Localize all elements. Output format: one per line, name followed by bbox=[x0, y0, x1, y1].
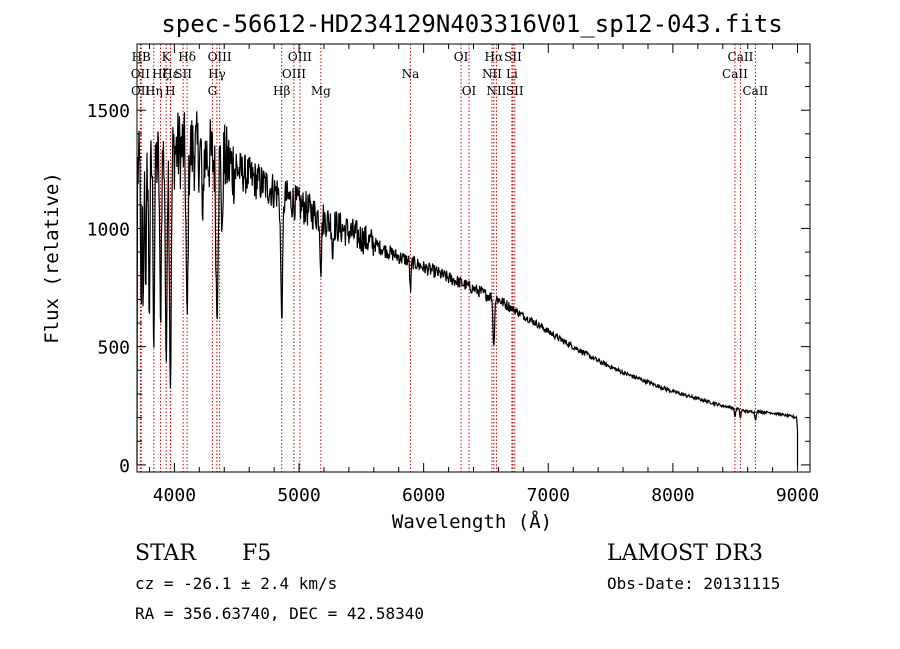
spectral-line-label: SII bbox=[506, 84, 524, 98]
x-tick-label: 8000 bbox=[651, 485, 694, 506]
y-axis-label: Flux (relative) bbox=[41, 172, 63, 344]
spectrum-line bbox=[136, 111, 799, 465]
spectral-line-label: Na bbox=[402, 67, 420, 81]
spectral-line-label: Hγ bbox=[208, 67, 226, 81]
spectral-line-label: NII bbox=[486, 84, 506, 98]
spectral-line-label: Mg bbox=[311, 84, 331, 98]
coordinates: RA = 356.63740, DEC = 42.58340 bbox=[135, 604, 424, 623]
x-axis-label: Wavelength (Å) bbox=[392, 510, 552, 533]
y-tick-label: 1000 bbox=[87, 219, 130, 240]
spectral-line-label: Hδ bbox=[178, 50, 196, 64]
spectral-line-label: CaII bbox=[728, 50, 754, 64]
chart-title: spec-56612-HD234129N403316V01_sp12-043.f… bbox=[161, 10, 782, 38]
object-class: STAR bbox=[135, 541, 197, 566]
spectral-line-label: OIII bbox=[208, 50, 232, 64]
spectral-line-label: Hα bbox=[485, 50, 504, 64]
spectral-line-label: SII bbox=[174, 67, 192, 81]
x-tick-label: 5000 bbox=[277, 485, 320, 506]
redshift-velocity: cz = -26.1 ± 2.4 km/s bbox=[135, 574, 337, 593]
x-tick-label: 9000 bbox=[776, 485, 819, 506]
x-tick-label: 7000 bbox=[527, 485, 570, 506]
spectral-line-markers bbox=[139, 44, 756, 472]
plot-frame bbox=[136, 43, 811, 473]
spectral-line-label: CaII bbox=[742, 84, 768, 98]
spectral-line-label: OII bbox=[131, 84, 151, 98]
spectral-line-label: OII bbox=[131, 67, 151, 81]
spectral-line-label: Hζ bbox=[152, 67, 169, 81]
x-tick-label: 6000 bbox=[402, 485, 445, 506]
spectral-line-label: OI bbox=[454, 50, 469, 64]
spectral-subclass: F5 bbox=[242, 541, 271, 566]
spectral-line-label: G bbox=[208, 84, 218, 98]
spectral-line-label: SII bbox=[504, 50, 522, 64]
observation-date: Obs-Date: 20131115 bbox=[607, 574, 780, 593]
y-tick-label: 500 bbox=[97, 338, 130, 359]
y-tick-label: 0 bbox=[119, 456, 130, 477]
spectral-line-label: H bbox=[165, 84, 175, 98]
x-tick-label: 4000 bbox=[153, 485, 196, 506]
spectral-line-label: Hβ bbox=[273, 84, 290, 98]
spectral-line-label: Hε bbox=[162, 67, 179, 81]
survey-name: LAMOST DR3 bbox=[607, 541, 763, 566]
spectral-line-label: OI bbox=[462, 84, 477, 98]
spectral-line-label: NII bbox=[482, 67, 502, 81]
spectral-line-label: OIII bbox=[288, 50, 312, 64]
spectral-line-label: K bbox=[162, 50, 172, 64]
spectral-line-label: CaII bbox=[722, 67, 748, 81]
spectral-line-label: OIII bbox=[282, 67, 306, 81]
spectral-line-label: HB bbox=[132, 50, 151, 64]
y-tick-label: 1500 bbox=[87, 101, 130, 122]
spectral-line-label: Hη bbox=[145, 84, 163, 98]
spectrum-series bbox=[136, 111, 799, 465]
spectral-line-label: Li bbox=[506, 67, 518, 81]
axes: 4000 5000 6000 7000 8000 9000 0 500 1000 1500 bbox=[87, 44, 819, 506]
